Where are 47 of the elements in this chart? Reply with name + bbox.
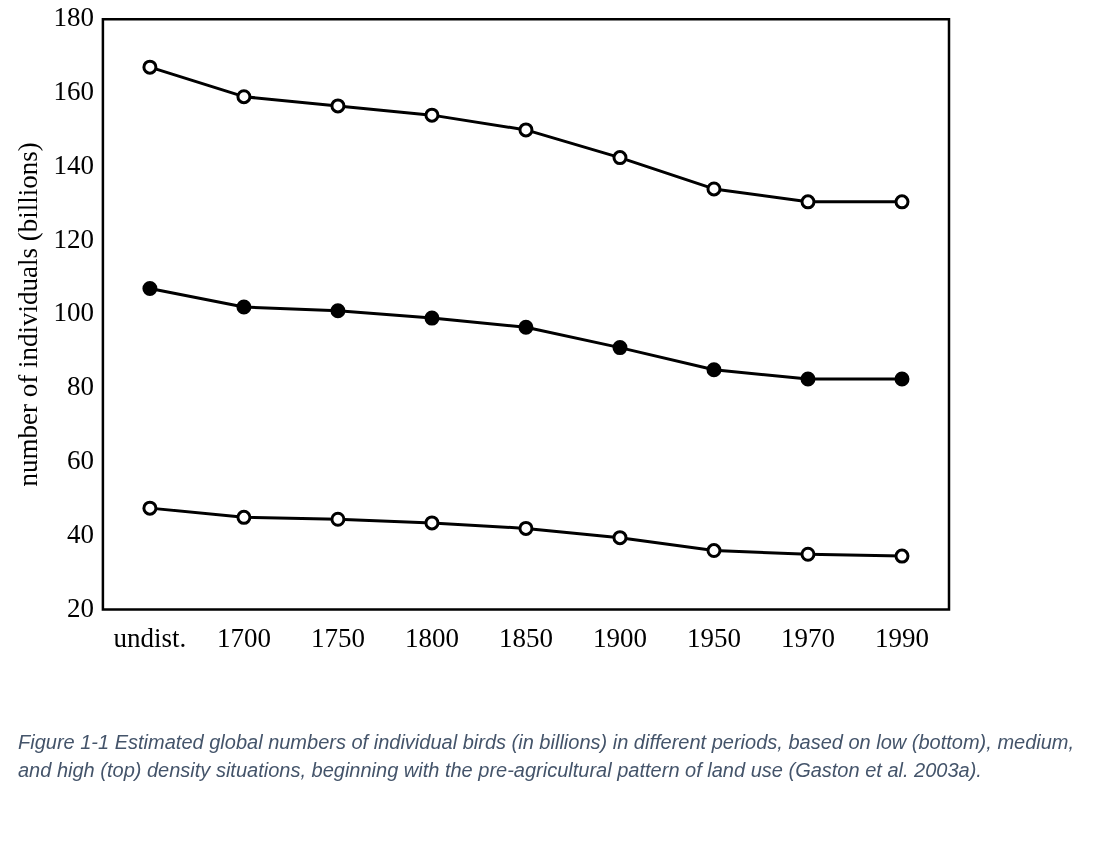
point bbox=[142, 500, 158, 516]
point bbox=[330, 98, 346, 114]
point bbox=[612, 150, 628, 166]
x-tick-label: undist. bbox=[113, 622, 187, 653]
point bbox=[706, 181, 722, 197]
point bbox=[706, 362, 722, 378]
x-tick-label: 1700 bbox=[216, 622, 271, 653]
x-tick-label: 1970 bbox=[780, 622, 835, 653]
point bbox=[894, 548, 910, 564]
point bbox=[236, 299, 252, 315]
point bbox=[330, 511, 346, 527]
point bbox=[330, 303, 346, 319]
x-tick-label: 1990 bbox=[874, 622, 929, 653]
y-axis-title: number of individuals (billions) bbox=[13, 142, 44, 487]
y-tick-label: 60 bbox=[66, 445, 94, 476]
point bbox=[142, 59, 158, 75]
x-tick-label: 1950 bbox=[686, 622, 741, 653]
y-tick-label: 160 bbox=[53, 76, 94, 107]
point bbox=[424, 310, 440, 326]
y-tick-label: 100 bbox=[53, 297, 94, 328]
x-tick-label: 1900 bbox=[592, 622, 647, 653]
point bbox=[612, 340, 628, 356]
x-tick-label: 1750 bbox=[310, 622, 365, 653]
point bbox=[800, 371, 816, 387]
point bbox=[894, 371, 910, 387]
point bbox=[424, 107, 440, 123]
y-tick-label: 140 bbox=[53, 149, 94, 180]
point bbox=[518, 520, 534, 536]
point bbox=[706, 543, 722, 559]
point bbox=[518, 319, 534, 335]
y-tick-label: 180 bbox=[53, 2, 94, 33]
y-tick-label: 120 bbox=[53, 223, 94, 254]
point bbox=[612, 530, 628, 546]
point bbox=[800, 194, 816, 210]
point bbox=[424, 515, 440, 531]
point bbox=[142, 281, 158, 297]
point bbox=[518, 122, 534, 138]
x-tick-label: 1800 bbox=[404, 622, 459, 653]
y-tick-label: 20 bbox=[66, 592, 94, 623]
y-tick-label: 40 bbox=[66, 518, 94, 549]
point bbox=[236, 89, 252, 105]
point bbox=[894, 194, 910, 210]
y-tick-label: 80 bbox=[66, 371, 94, 402]
x-tick-label: 1850 bbox=[498, 622, 553, 653]
caption: Figure 1-1 Estimated global numbers of individual birds (in billions) in different periods, based on low (bottom), medium, and high (top) density situations, beginning with the pre-agricultural pattern of land use (Gaston et al. 2003a). bbox=[18, 730, 1076, 783]
point bbox=[800, 546, 816, 562]
point bbox=[236, 509, 252, 525]
